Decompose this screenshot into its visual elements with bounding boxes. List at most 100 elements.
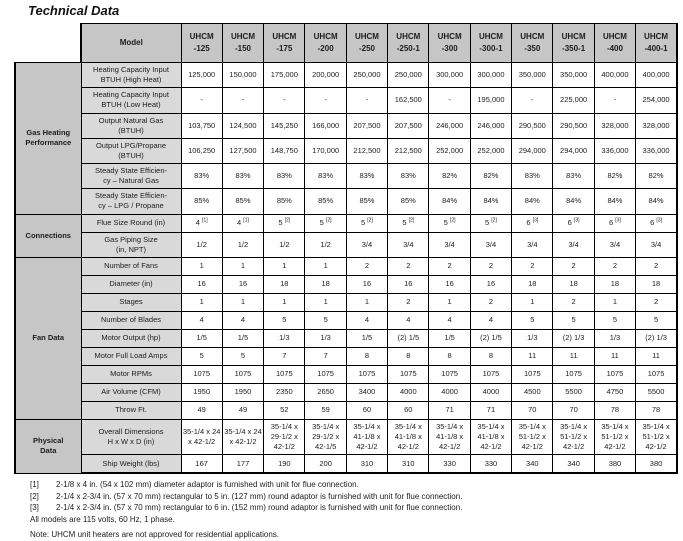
data-cell: 4 [1] xyxy=(221,213,265,233)
data-cell: 1075 xyxy=(387,364,430,384)
row-label: Steady State Efficien- cy – Natural Gas xyxy=(80,162,182,190)
data-cell: 195,000 xyxy=(469,87,513,114)
data-cell: - xyxy=(593,87,637,114)
model-suffix: -300 xyxy=(441,44,458,53)
column-header-uhcm-350-1: UHCM -350-1 xyxy=(552,23,595,63)
page-title: Technical Data xyxy=(28,3,120,18)
data-cell: 124,500 xyxy=(221,112,265,139)
data-cell: 162,500 xyxy=(387,87,430,114)
model-header: Model xyxy=(80,23,182,63)
column-header-uhcm-150: UHCM -150 xyxy=(221,23,265,63)
data-cell: 11 xyxy=(635,346,679,366)
data-cell: 4 xyxy=(387,310,430,330)
row-label: Ship Weight (lbs) xyxy=(80,454,182,475)
data-cell: - xyxy=(263,87,306,114)
data-cell: 35-1/4 x 41-1/8 x 42-1/2 xyxy=(387,418,430,456)
data-cell: 82% xyxy=(469,162,513,190)
data-cell: 52 xyxy=(263,400,306,420)
data-cell: 35-1/4 x 51-1/2 x 42-1/2 xyxy=(511,418,554,456)
footnote-text: 2-1/8 x 4 in. (54 x 102 mm) diameter ada… xyxy=(56,480,359,490)
data-cell: 167 xyxy=(180,454,223,475)
row-label: Motor Full Load Amps xyxy=(80,346,182,366)
data-cell: 1075 xyxy=(345,364,389,384)
data-cell: 1/5 xyxy=(221,328,265,348)
data-cell: 6 [3] xyxy=(635,213,679,233)
model-brand: UHCM xyxy=(478,32,503,42)
table-row: Motor Output (hp) 1/5 1/5 1/3 1/3 1/5 (2) 1/5 1… xyxy=(15,328,679,348)
data-cell: 35-1/4 x 41-1/8 x 42-1/2 xyxy=(345,418,389,456)
data-cell: 5 xyxy=(635,310,679,330)
data-cell: 4 xyxy=(180,310,223,330)
data-cell: 148,750 xyxy=(263,137,306,165)
data-cell: 200 xyxy=(304,454,347,475)
table-corner-spacer xyxy=(15,23,81,63)
data-cell: 5 [2] xyxy=(345,213,389,233)
data-cell: 3/4 xyxy=(635,231,679,258)
footnote-list: [1] 2-1/8 x 4 in. (54 x 102 mm) diameter … xyxy=(30,479,670,514)
data-cell: 1/2 xyxy=(221,231,265,258)
data-cell: 18 xyxy=(635,274,679,294)
data-cell: 1 xyxy=(263,256,306,276)
data-cell: 254,000 xyxy=(635,87,679,114)
data-cell: - xyxy=(180,87,223,114)
data-cell: 250,000 xyxy=(345,61,389,89)
model-suffix: -400 xyxy=(606,44,623,53)
data-cell: 83% xyxy=(552,162,595,190)
footnote-marker-superscript: [3] xyxy=(532,217,539,224)
data-cell: 1/3 xyxy=(593,328,637,348)
row-label: Motor RPMs xyxy=(80,364,182,384)
data-cell: 207,500 xyxy=(345,112,389,139)
data-cell: 1/2 xyxy=(304,231,347,258)
data-cell: 84% xyxy=(635,188,679,215)
data-cell: 5 [2] xyxy=(263,213,306,233)
data-cell: 84% xyxy=(593,188,637,215)
data-cell: 350,000 xyxy=(552,61,595,89)
table-header: Model UHCM -125 UHCM -150 UHCM -175 UHCM -200 UHC… xyxy=(15,23,679,63)
data-cell: - xyxy=(428,87,471,114)
data-cell: 1 xyxy=(345,292,389,312)
data-cell: 380 xyxy=(593,454,637,475)
row-label: Air Volume (CFM) xyxy=(80,382,182,402)
data-cell: 83% xyxy=(221,162,265,190)
data-cell: 177 xyxy=(221,454,265,475)
data-cell: 3/4 xyxy=(593,231,637,258)
data-cell: 4 xyxy=(469,310,513,330)
table-body: Gas Heating Performance Heating Capacity … xyxy=(14,61,679,475)
data-cell: 1950 xyxy=(221,382,265,402)
data-cell: 350,000 xyxy=(511,61,554,89)
column-header-uhcm-400-1: UHCM -400-1 xyxy=(635,23,679,63)
model-brand: UHCM xyxy=(602,32,627,42)
data-cell: 5500 xyxy=(552,382,595,402)
model-brand: UHCM xyxy=(561,32,586,42)
data-cell: 35-1/4 x 24 x 42-1/2 xyxy=(180,418,223,456)
footnote-marker-superscript: [2] xyxy=(449,217,456,224)
model-brand: UHCM xyxy=(437,32,462,42)
data-cell: 166,000 xyxy=(304,112,347,139)
data-cell: 11 xyxy=(593,346,637,366)
data-cell: 70 xyxy=(552,400,595,420)
footnote-marker-superscript: [2] xyxy=(284,217,291,224)
column-header-uhcm-125: UHCM -125 xyxy=(180,23,223,63)
footnote-marker: [3] xyxy=(30,503,39,513)
data-cell: 84% xyxy=(511,188,554,215)
data-cell: 246,000 xyxy=(428,112,471,139)
column-header-uhcm-200: UHCM -200 xyxy=(304,23,347,63)
data-cell: 212,500 xyxy=(387,137,430,165)
data-cell: 246,000 xyxy=(469,112,513,139)
group-label: Gas Heating Performance xyxy=(14,62,82,215)
data-cell: 207,500 xyxy=(387,112,430,139)
header-row: Model UHCM -125 UHCM -150 UHCM -175 UHCM -200 UHC… xyxy=(15,23,679,63)
data-cell: 1075 xyxy=(428,364,471,384)
footnotes: [1] 2-1/8 x 4 in. (54 x 102 mm) diameter … xyxy=(30,479,670,541)
table-row: Ship Weight (lbs) 167 177 190 200 310 310 330 33… xyxy=(15,454,679,475)
data-cell: 8 xyxy=(428,346,471,366)
row-label: Number of Blades xyxy=(80,310,182,330)
data-cell: 330 xyxy=(469,454,513,475)
data-cell: 6 [3] xyxy=(593,213,637,233)
data-cell: - xyxy=(345,87,389,114)
row-label: Diameter (in) xyxy=(80,274,182,294)
data-cell: 1/5 xyxy=(428,328,471,348)
data-cell: 1 xyxy=(180,256,223,276)
data-cell: 1/5 xyxy=(180,328,223,348)
data-cell: 1 xyxy=(263,292,306,312)
